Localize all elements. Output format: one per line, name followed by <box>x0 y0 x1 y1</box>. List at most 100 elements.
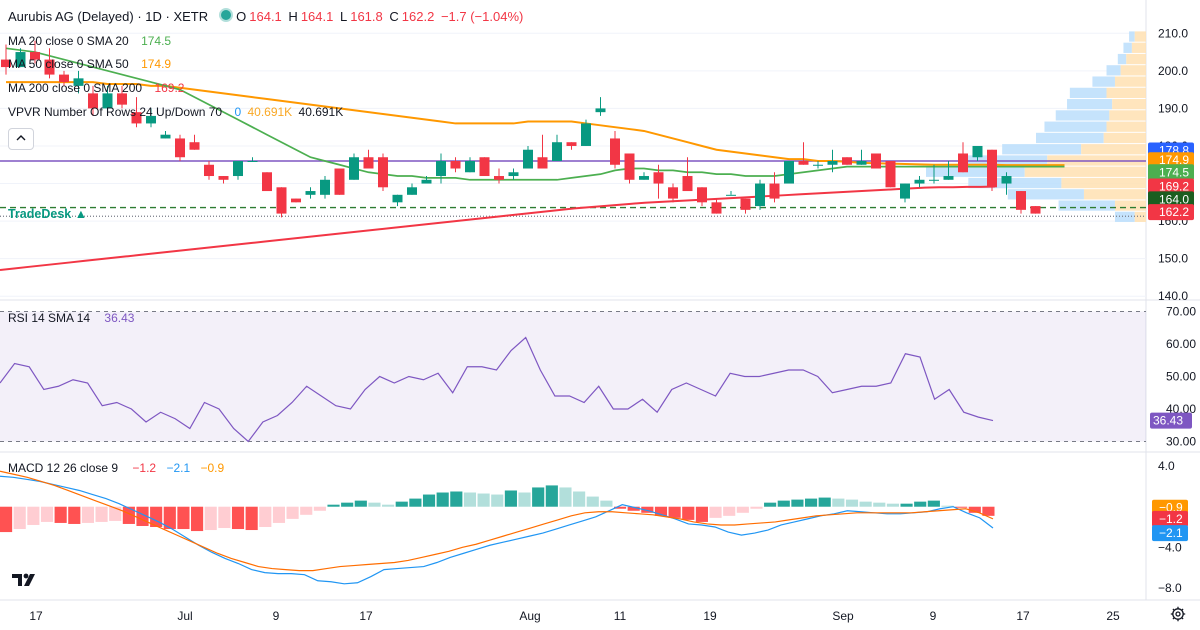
price-tag-background <box>1148 191 1194 208</box>
volume-profile-up-bar <box>1114 211 1135 222</box>
ma50-label: MA 50 close 0 SMA 50 <box>8 57 129 71</box>
time-axis-label: Jul <box>177 609 192 623</box>
candle-body <box>175 138 185 158</box>
time-axis-label: 25 <box>1106 609 1120 623</box>
macd-histogram-bar <box>532 487 545 507</box>
macd-histogram-bar <box>95 506 108 522</box>
candle-body <box>668 187 678 199</box>
candle-body <box>972 145 983 158</box>
candle-body <box>639 176 649 180</box>
macd-histogram-bar <box>27 506 40 525</box>
volume-profile-down-bar <box>1126 53 1146 65</box>
candle-body <box>407 187 417 195</box>
ma20-legend[interactable]: MA 20 close 0 SMA 20 174.5 <box>8 34 174 48</box>
symbol-legend: Aurubis AG (Delayed) · 1D · XETR O 164.1 H… <box>8 8 526 24</box>
volume-profile-down-bar <box>1024 166 1146 177</box>
candle-body <box>523 149 533 169</box>
rsi-legend[interactable]: RSI 14 SMA 14 36.43 <box>8 311 137 325</box>
macd-histogram-bar <box>586 496 599 507</box>
candle-body <box>146 115 156 124</box>
low-value: 161.8 <box>350 9 383 24</box>
macd-signal-value: −2.1 <box>166 461 191 475</box>
ma20-label: MA 20 close 0 SMA 20 <box>8 34 129 48</box>
volume-profile-down-bar <box>1112 99 1146 110</box>
symbol-title[interactable]: Aurubis AG (Delayed) · 1D · XETR <box>8 9 209 24</box>
rsi-value: 36.43 <box>104 311 135 325</box>
macd-legend[interactable]: MACD 12 26 close 9 −1.2 −2.1 −0.9 <box>8 461 227 475</box>
chevron-up-icon <box>16 135 26 141</box>
macd-histogram-bar <box>341 502 354 507</box>
candle-body <box>552 142 562 161</box>
macd-signal-line <box>0 470 994 572</box>
candle-body <box>392 194 403 203</box>
volume-profile-up-bar <box>1044 121 1107 132</box>
rsi-line <box>0 336 994 443</box>
candle-body <box>900 183 910 199</box>
close-value: 162.2 <box>401 9 435 24</box>
candle-body <box>827 161 838 165</box>
candle-body <box>59 74 69 83</box>
macd-histogram-bar <box>627 506 640 511</box>
macd-tick-label: −8.0 <box>1158 581 1182 595</box>
macd-histogram-bar <box>654 506 668 516</box>
macd-histogram-bar <box>450 491 463 507</box>
price-tick-label: 200.0 <box>1158 64 1188 78</box>
change-value: −1.7 (−1.04%) <box>440 9 524 24</box>
candle-body <box>465 161 475 173</box>
macd-histogram-bar <box>463 492 477 507</box>
ma50-legend[interactable]: MA 50 close 0 SMA 50 174.9 <box>8 57 174 71</box>
price-tag-label: 169.2 <box>1159 180 1189 194</box>
candle-body <box>349 157 359 180</box>
ma200-legend[interactable]: MA 200 close 0 SMA 200 169.2 <box>8 81 187 95</box>
rsi-tick-label: 40.00 <box>1166 402 1196 416</box>
candle-body <box>131 112 142 124</box>
macd-histogram-bar <box>545 485 558 507</box>
ma50-value: 174.9 <box>141 57 172 71</box>
volume-profile-up-bar <box>1055 110 1110 121</box>
volume-profile-up-bar <box>926 166 1025 177</box>
candle-body <box>755 183 765 207</box>
macd-histogram-bar <box>791 499 804 507</box>
time-axis-label: 9 <box>930 609 937 623</box>
time-axis-label: 19 <box>703 609 717 623</box>
candle-body <box>624 153 635 180</box>
tradingview-logo-icon[interactable] <box>10 570 38 590</box>
candle-body <box>1 59 11 68</box>
macd-histogram-bar <box>491 494 504 507</box>
candle-body <box>204 164 214 177</box>
time-axis-label: 17 <box>1016 609 1030 623</box>
ma200-value: 169.2 <box>154 81 185 95</box>
price-tick-label: 210.0 <box>1158 26 1188 40</box>
candle-body <box>595 108 606 113</box>
collapse-legend-button[interactable] <box>8 128 34 150</box>
settings-gear-icon[interactable] <box>1170 606 1186 622</box>
volume-profile-down-bar <box>1131 42 1146 53</box>
candle-body <box>160 134 171 139</box>
macd-histogram-bar <box>54 506 67 523</box>
candle-body <box>1030 206 1041 214</box>
macd-histogram-bar <box>941 505 954 507</box>
macd-histogram-bar <box>382 504 395 507</box>
macd-histogram-bar <box>409 498 422 507</box>
macd-value: −1.2 <box>132 461 157 475</box>
low-label: L <box>339 9 348 24</box>
macd-histogram-bar <box>695 506 708 522</box>
candle-body <box>798 161 809 165</box>
macd-histogram-bar <box>477 493 490 507</box>
volume-profile-down-bar <box>1109 110 1146 121</box>
macd-histogram-bar <box>422 494 436 507</box>
volume-profile-up-bar <box>1092 76 1115 87</box>
time-axis-label: 11 <box>614 609 627 623</box>
candle-body <box>247 161 258 162</box>
volume-profile-down-bar <box>1134 31 1146 42</box>
vpvr-legend[interactable]: VPVR Number Of Rows 24 Up/Down 70 0 40.6… <box>8 105 346 119</box>
macd-histogram-bar <box>641 506 654 513</box>
macd-histogram-bar <box>709 506 722 518</box>
macd-histogram-bar <box>13 506 26 530</box>
macd-value-tag-label: −1.2 <box>1159 512 1183 526</box>
time-axis-label: 17 <box>359 609 373 623</box>
macd-histogram-bar <box>845 499 859 507</box>
macd-histogram-bar <box>559 487 572 507</box>
macd-histogram-bar <box>81 506 95 523</box>
